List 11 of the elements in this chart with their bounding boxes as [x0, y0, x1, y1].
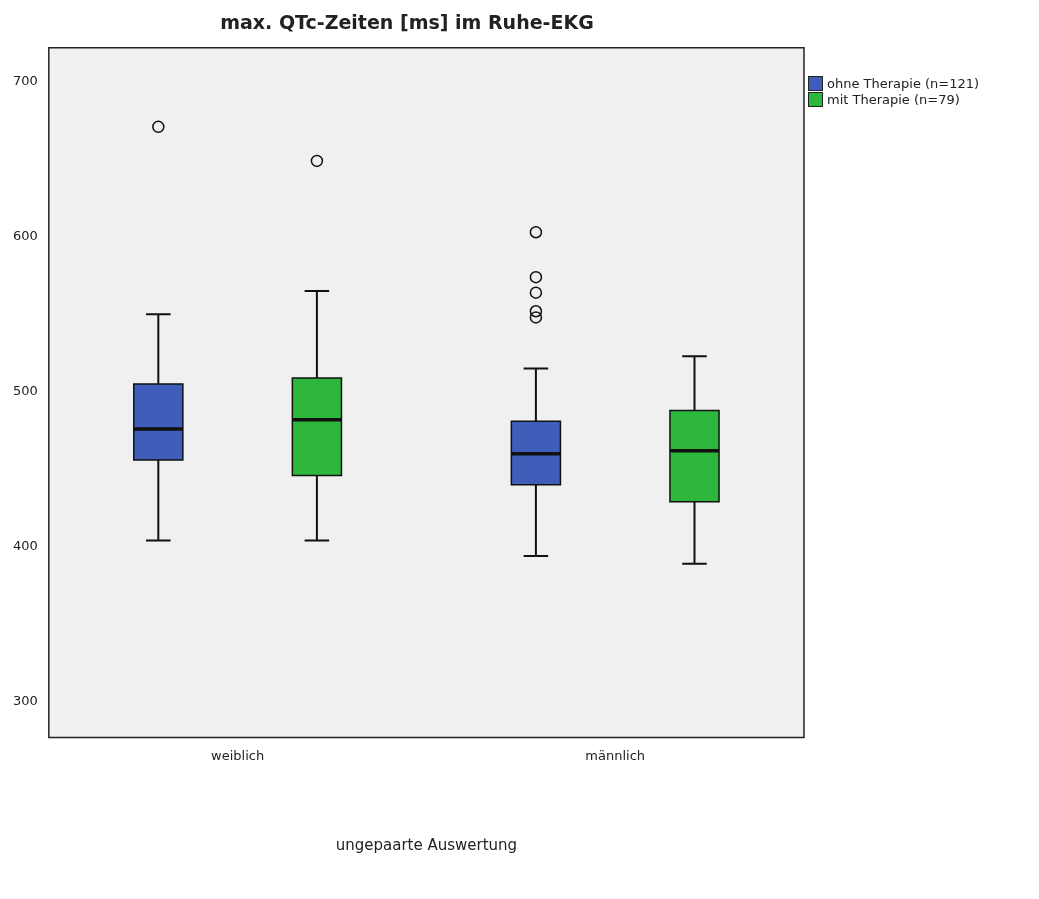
y-tick-label: 600 — [12, 228, 38, 244]
x-tick-label: weiblich — [211, 747, 265, 763]
legend-label: mit Therapie (n=79) — [827, 91, 960, 107]
y-tick-label: 300 — [12, 693, 38, 709]
x-tick-label: männlich — [585, 747, 646, 763]
x-axis-title: ungepaarte Auswertung — [335, 835, 518, 854]
y-tick-label: 700 — [12, 73, 38, 89]
y-tick-label: 500 — [12, 383, 38, 399]
legend-label: ohne Therapie (n=121) — [827, 75, 980, 91]
y-tick-label: 400 — [12, 538, 38, 554]
chart-title: max. QTc-Zeiten [ms] im Ruhe-EKG — [220, 11, 594, 34]
